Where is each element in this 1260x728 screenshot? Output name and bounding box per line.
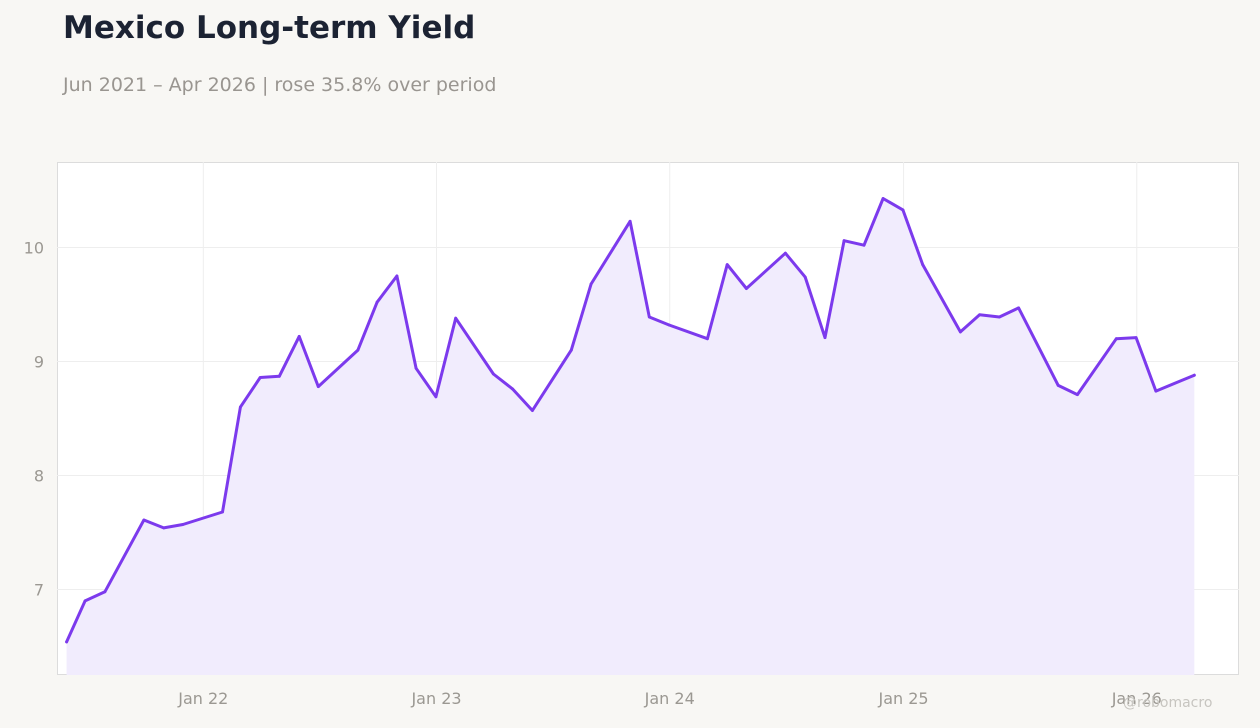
data-point: [83, 599, 87, 603]
data-point: [1134, 336, 1138, 339]
chart-title: Mexico Long-term Yield: [63, 10, 476, 46]
data-point: [181, 523, 185, 526]
x-tick-label: Jan 26: [1111, 689, 1162, 708]
data-point: [862, 243, 866, 247]
y-tick-label: 10: [24, 239, 44, 258]
data-point: [706, 337, 709, 341]
data-point: [531, 409, 534, 412]
chart-subtitle: Jun 2021 – Apr 2026 | rose 35.8% over pe…: [63, 74, 497, 96]
data-point: [414, 366, 418, 370]
data-point: [842, 239, 846, 243]
data-point: [881, 197, 885, 200]
area-layer: [66, 198, 1195, 675]
x-tick-label: Jan 25: [878, 689, 929, 708]
data-point: [921, 263, 925, 266]
data-point: [569, 348, 573, 352]
data-point: [162, 526, 166, 530]
data-point: [65, 640, 68, 644]
y-axis-ticks: 7 8 9 10: [24, 239, 44, 600]
data-point: [998, 315, 1001, 319]
data-point: [221, 510, 224, 514]
data-point: [1076, 393, 1079, 396]
data-point: [142, 518, 146, 522]
data-point: [784, 251, 787, 255]
data-point: [667, 323, 671, 327]
data-point: [803, 275, 807, 279]
data-point: [725, 263, 729, 266]
data-point: [103, 590, 107, 594]
data-point: [1154, 389, 1158, 393]
data-point: [375, 300, 379, 304]
data-point: [356, 348, 360, 352]
y-tick-label: 8: [34, 467, 44, 486]
data-point: [316, 385, 320, 388]
data-point: [258, 376, 262, 379]
data-point: [239, 405, 242, 409]
data-point: [1114, 337, 1118, 341]
x-tick-label: Jan 23: [410, 689, 461, 708]
x-tick-label: Jan 22: [177, 689, 228, 708]
data-point: [978, 313, 981, 317]
data-point: [647, 315, 651, 319]
x-tick-label: Jan 24: [644, 689, 695, 708]
data-point: [1017, 306, 1020, 310]
data-point: [511, 387, 514, 391]
data-point: [628, 219, 632, 223]
data-point: [434, 395, 438, 399]
watermark: @robomacro: [1123, 695, 1213, 711]
data-point: [745, 287, 748, 290]
data-point: [454, 316, 458, 320]
data-point: [823, 336, 827, 339]
data-point: [901, 208, 905, 212]
series-area-fill: [66, 198, 1195, 675]
data-point: [277, 374, 281, 378]
data-point: [395, 274, 399, 278]
data-point: [297, 335, 301, 338]
line-layer: [65, 197, 1196, 644]
x-axis-ticks: Jan 22 Jan 23 Jan 24 Jan 25 Jan 26: [177, 689, 1162, 708]
data-point: [492, 372, 495, 376]
y-tick-label: 7: [34, 581, 44, 600]
data-point: [1056, 384, 1060, 387]
data-point: [959, 330, 962, 334]
data-point: [1192, 373, 1196, 377]
data-point: [589, 282, 593, 286]
y-tick-label: 9: [34, 353, 44, 372]
